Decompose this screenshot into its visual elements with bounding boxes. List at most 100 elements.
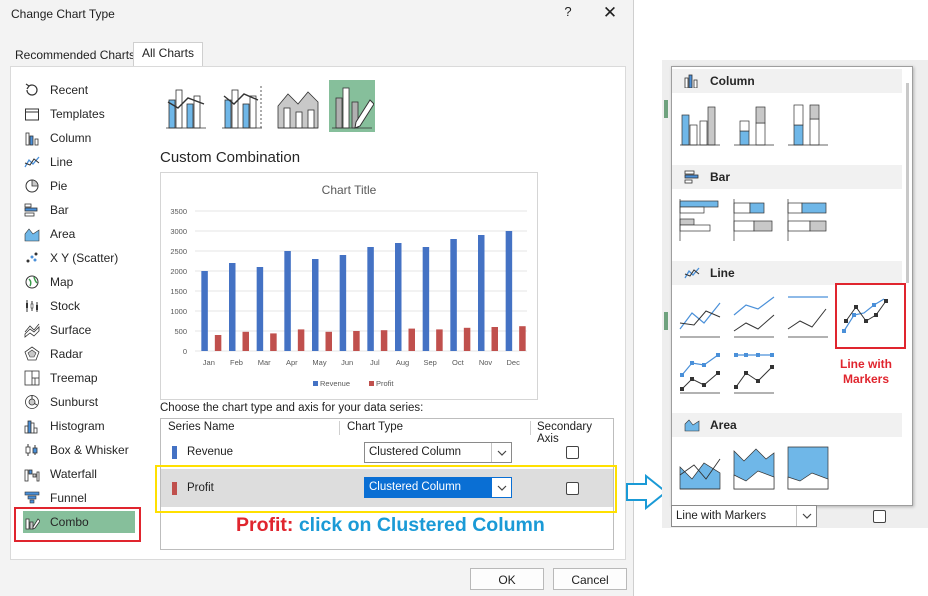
y-tick-label: 0	[183, 347, 187, 356]
bar-revenue-sep	[422, 247, 430, 351]
custom-combination-icon	[332, 87, 374, 129]
subtype-clustered-column-line-secondary[interactable]	[219, 80, 265, 132]
chart-type-label: Templates	[50, 107, 105, 121]
profit-secondary-axis-checkbox[interactable]	[566, 482, 579, 495]
100-stacked-area-option[interactable]	[786, 445, 830, 491]
chart-type-sunburst[interactable]: Sunburst	[23, 391, 135, 413]
y-tick-label: 2500	[170, 247, 187, 256]
line-option[interactable]	[678, 293, 722, 339]
line-with-markers-option[interactable]	[840, 287, 890, 339]
panel-scrollbar[interactable]	[906, 83, 909, 283]
revenue-color-swatch	[172, 446, 177, 459]
chart-type-radar[interactable]: Radar	[23, 343, 135, 365]
chart-type-waterfall[interactable]: Waterfall	[23, 463, 135, 485]
cancel-button[interactable]: Cancel	[553, 568, 627, 590]
bar-revenue-jul	[367, 247, 374, 351]
subtype-stacked-area-clustered-column[interactable]	[275, 80, 321, 132]
stacked-line-option[interactable]	[732, 293, 776, 339]
chart-type-combo[interactable]: Combo	[23, 511, 135, 533]
bar-profit-jan	[214, 335, 222, 351]
x-tick-label: Nov	[479, 358, 493, 367]
x-tick-label: Jul	[370, 358, 380, 367]
close-button[interactable]: ✕	[602, 3, 618, 22]
sunburst-chart-icon	[23, 394, 41, 410]
help-button[interactable]: ?	[564, 4, 572, 19]
bar-revenue-oct	[450, 239, 457, 351]
histogram-chart-icon	[23, 418, 41, 434]
100-stacked-line-option[interactable]	[786, 293, 830, 339]
ok-button[interactable]: OK	[470, 568, 544, 590]
chevron-down-icon	[491, 478, 511, 497]
x-tick-label: Feb	[230, 358, 243, 367]
header-secondary-axis: Secondary Axis	[537, 421, 592, 445]
area-chart-icon	[23, 226, 41, 242]
selected-chart-type-select[interactable]: Line with Markers	[671, 505, 817, 527]
tab-recommended-charts[interactable]: Recommended Charts	[15, 48, 136, 62]
instruction-annotation: Profit: click on Clustered Column	[236, 514, 545, 537]
legend-label-profit: Profit	[376, 379, 394, 388]
chart-type-label: Surface	[50, 323, 92, 337]
bar-profit-aug	[408, 328, 415, 351]
profit-chart-type-value: Clustered Column	[369, 481, 462, 493]
100-stacked-line-markers-option[interactable]	[732, 349, 776, 395]
map-chart-icon	[23, 274, 41, 290]
clustered-bar-option[interactable]	[678, 197, 722, 243]
chart-type-pie[interactable]: Pie	[23, 175, 135, 197]
100-stacked-column-option[interactable]	[786, 101, 830, 147]
background-edge-mark	[664, 100, 668, 118]
bar-revenue-aug	[395, 243, 402, 351]
chart-type-map[interactable]: Map	[23, 271, 135, 293]
chart-preview-svg: Chart Title 3500 3000 2500 2000 1500 1000 500 0 J…	[170, 183, 527, 388]
100-stacked-bar-option[interactable]	[786, 197, 830, 243]
series-name-revenue: Revenue	[187, 446, 234, 458]
chart-type-box-whisker[interactable]: Box & Whisker	[23, 439, 135, 461]
x-tick-label: Oct	[452, 358, 465, 367]
chart-type-stock[interactable]: Stock	[23, 295, 135, 317]
area-option[interactable]	[678, 445, 722, 491]
section-area-title: Area	[710, 418, 737, 432]
stacked-area-option[interactable]	[732, 445, 776, 491]
bar-profit-jun	[353, 331, 360, 351]
chart-type-recent[interactable]: Recent	[23, 79, 135, 101]
chart-type-column[interactable]: Column	[23, 127, 135, 149]
bar-revenue-jun	[339, 255, 347, 351]
clustered-column-line-icon	[166, 89, 206, 129]
stacked-column-option[interactable]	[732, 101, 776, 147]
chart-type-list: Recent Templates Column Line Pie Bar Area X Y (…	[20, 78, 136, 552]
tab-all-charts[interactable]: All Charts	[133, 42, 204, 66]
x-tick-label: Jan	[203, 358, 215, 367]
box-whisker-icon	[23, 442, 41, 458]
chart-type-funnel[interactable]: Funnel	[23, 487, 135, 509]
stacked-bar-option[interactable]	[732, 197, 776, 243]
templates-icon	[23, 106, 41, 122]
section-area: Area	[672, 413, 902, 437]
chart-type-surface[interactable]: Surface	[23, 319, 135, 341]
chart-type-line[interactable]: Line	[23, 151, 135, 173]
chart-type-templates[interactable]: Templates	[23, 103, 135, 125]
chart-type-bar[interactable]: Bar	[23, 199, 135, 221]
combo-chart-icon	[23, 514, 41, 530]
revenue-secondary-axis-checkbox[interactable]	[566, 446, 579, 459]
section-column: Column	[672, 69, 902, 93]
chart-type-x-y-scatter[interactable]: X Y (Scatter)	[23, 247, 135, 269]
chart-type-area[interactable]: Area	[23, 223, 135, 245]
bar-revenue-may	[312, 259, 319, 351]
radar-chart-icon	[23, 346, 41, 362]
dialog-title: Change Chart Type	[11, 7, 115, 21]
funnel-chart-icon	[23, 490, 41, 506]
subtype-clustered-column-line[interactable]	[163, 80, 209, 132]
callout-line-2: Markers	[842, 372, 890, 386]
chart-type-histogram[interactable]: Histogram	[23, 415, 135, 437]
recent-icon	[23, 82, 41, 98]
stacked-line-markers-option[interactable]	[678, 349, 722, 395]
subtype-custom-combination[interactable]	[329, 80, 375, 132]
revenue-chart-type-select[interactable]: Clustered Column	[364, 442, 512, 463]
selected-chart-type-value: Line with Markers	[676, 510, 767, 522]
chart-type-label: Radar	[50, 347, 83, 361]
secondary-axis-checkbox[interactable]	[873, 510, 886, 523]
chart-type-label: Treemap	[50, 371, 98, 385]
clustered-column-option[interactable]	[678, 101, 722, 147]
surface-chart-icon	[23, 322, 41, 338]
profit-chart-type-select[interactable]: Clustered Column	[364, 477, 512, 498]
chart-type-treemap[interactable]: Treemap	[23, 367, 135, 389]
